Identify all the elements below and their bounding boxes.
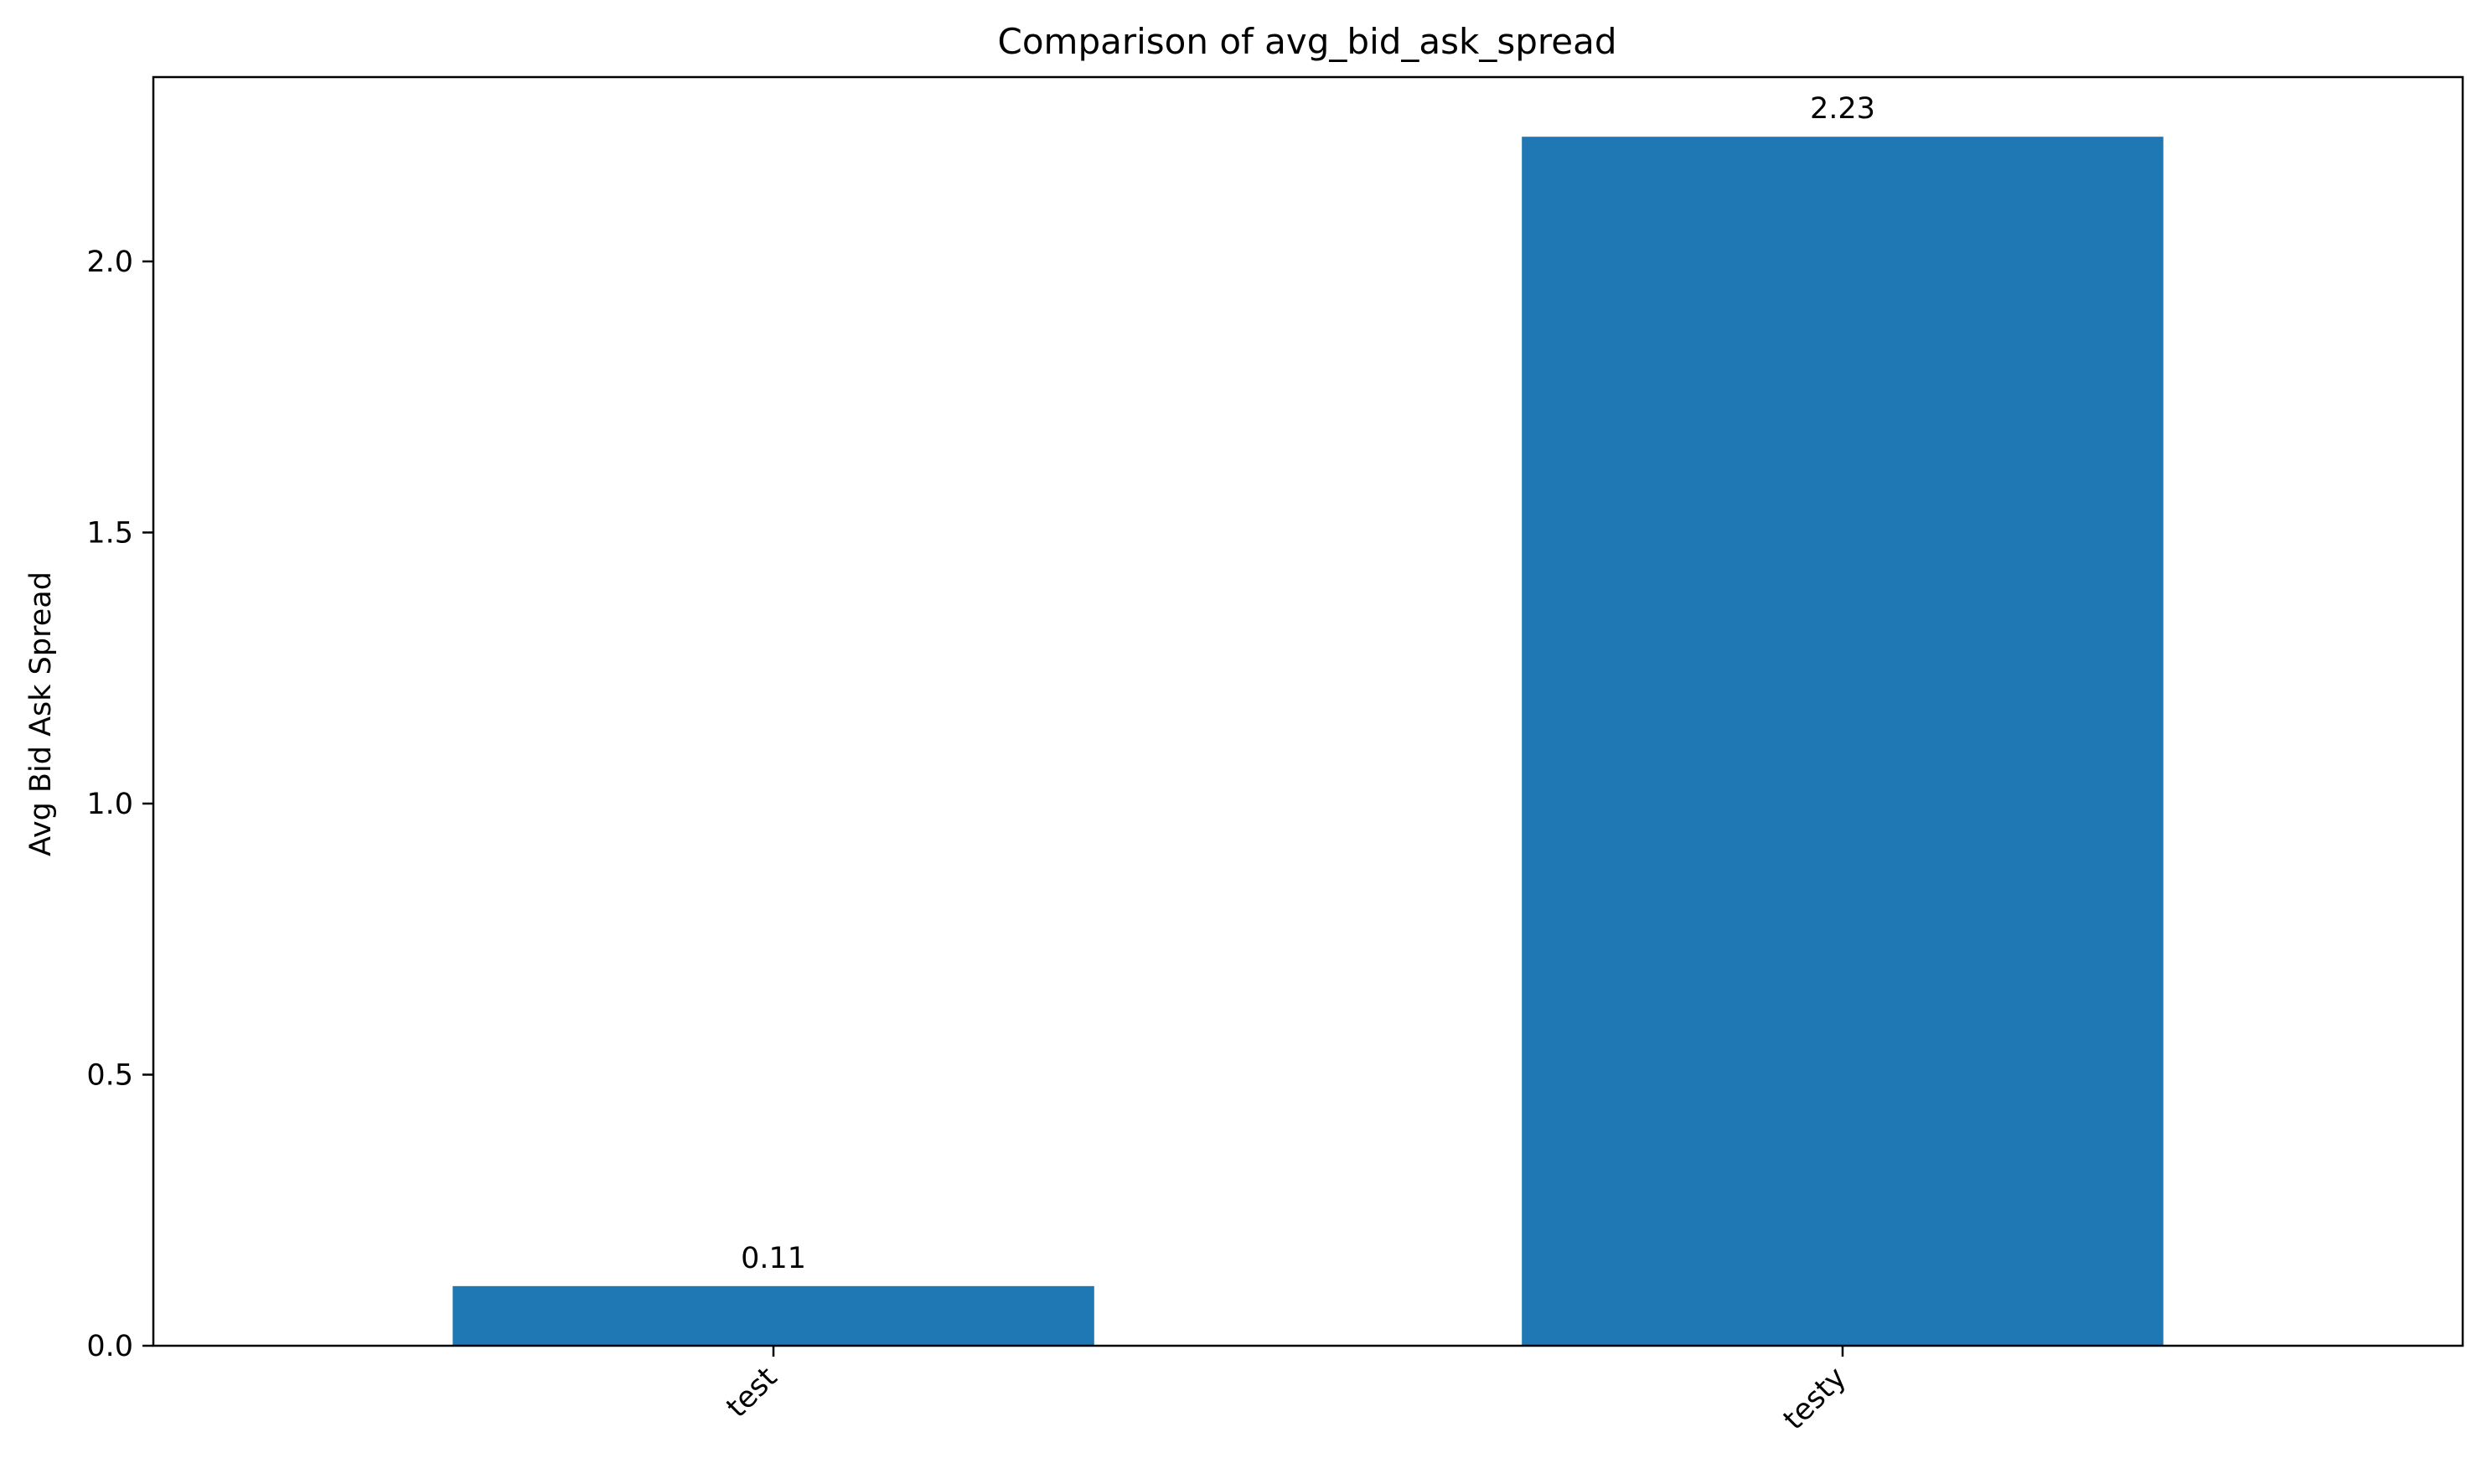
data-label-test: 0.11 xyxy=(741,1242,806,1275)
x-axis-ticks: test testy xyxy=(721,1346,1853,1437)
data-labels-layer: 0.11 2.23 xyxy=(741,92,1875,1275)
bars-layer xyxy=(452,137,2164,1347)
bar-testy xyxy=(1522,137,2164,1347)
y-tick-label: 1.0 xyxy=(86,788,133,821)
y-tick-label: 0.5 xyxy=(86,1058,133,1092)
data-label-testy: 2.23 xyxy=(1810,92,1875,126)
x-tick-label-testy: testy xyxy=(1777,1361,1853,1436)
y-tick-label: 0.0 xyxy=(86,1330,133,1363)
chart-title: Comparison of avg_bid_ask_spread xyxy=(998,21,1617,62)
y-axis-label: Avg Bid Ask Spread xyxy=(24,571,58,856)
x-tick-label-test: test xyxy=(721,1361,784,1425)
bar-test xyxy=(452,1285,1094,1346)
y-tick-label: 2.0 xyxy=(86,246,133,279)
y-axis-ticks: 0.0 0.5 1.0 1.5 2.0 xyxy=(86,246,153,1363)
plot-area-frame xyxy=(152,75,2464,1347)
y-tick-label: 1.5 xyxy=(86,516,133,550)
